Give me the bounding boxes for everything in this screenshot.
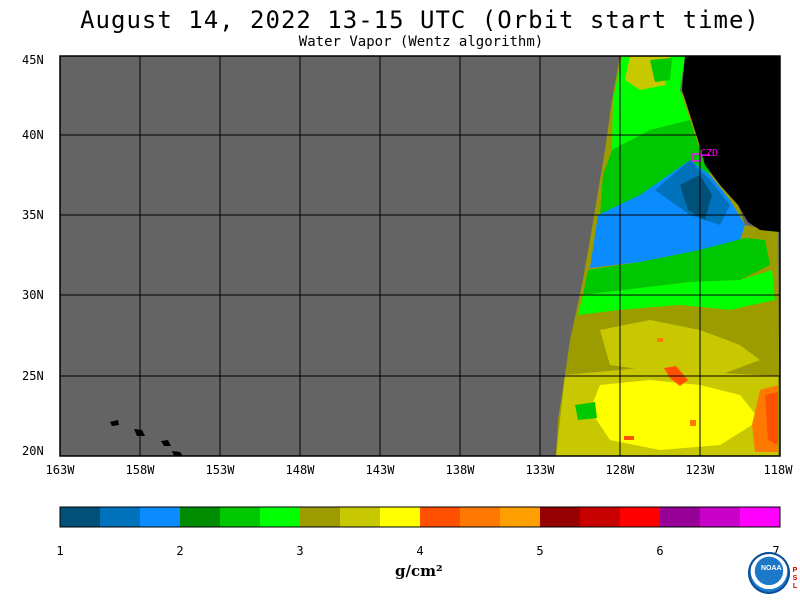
- lon-label: 123W: [686, 463, 716, 477]
- water-vapor-field: [556, 56, 780, 456]
- colorbar-tick-label: 5: [536, 544, 543, 558]
- colorbar-swatch: [100, 507, 141, 527]
- colorbar-unit: g/cm²: [395, 562, 443, 580]
- colorbar-swatch: [620, 507, 661, 527]
- colorbar-swatch: [140, 507, 181, 527]
- colorbar-tick-label: 7: [772, 544, 779, 558]
- lat-label: 40N: [22, 128, 44, 142]
- lat-label: 35N: [22, 208, 44, 222]
- land-area: [682, 56, 780, 232]
- lon-label: 138W: [446, 463, 476, 477]
- lon-label: 133W: [526, 463, 556, 477]
- colorbar-swatch: [300, 507, 341, 527]
- lon-label: 158W: [126, 463, 156, 477]
- colorbar-swatch: [180, 507, 221, 527]
- map-frame: [59, 55, 781, 457]
- lon-label: 128W: [606, 463, 636, 477]
- colorbar-swatch: [340, 507, 381, 527]
- colorbar-tick-label: 6: [656, 544, 663, 558]
- lon-label: 148W: [286, 463, 316, 477]
- colorbar-tick-label: 1: [56, 544, 63, 558]
- colorbar-swatch: [660, 507, 701, 527]
- lon-label: 118W: [764, 463, 794, 477]
- colorbar-swatch: [500, 507, 541, 527]
- psl-logo-text: P S L: [792, 567, 798, 590]
- noaa-logo-text: NOAA: [761, 565, 782, 572]
- colorbar-swatch: [700, 507, 741, 527]
- map-subtitle: Water Vapor (Wentz algorithm): [298, 34, 544, 50]
- colorbar-swatch: [580, 507, 621, 527]
- lat-label: 25N: [22, 369, 44, 383]
- colorbar-swatch: [540, 507, 581, 527]
- colorbar-swatch: [60, 507, 101, 527]
- colorbar-ticks: 1 2 3 4 5 6 7: [56, 544, 779, 558]
- lon-label: 153W: [206, 463, 236, 477]
- map-title: August 14, 2022 13-15 UTC (Orbit start t…: [80, 6, 760, 34]
- colorbar-swatch: [740, 507, 781, 527]
- colorbar-tick-label: 2: [176, 544, 183, 558]
- colorbar-tick-label: 3: [296, 544, 303, 558]
- colorbar-swatch: [260, 507, 301, 527]
- colorbar-frame: [59, 506, 781, 528]
- latitude-labels: 45N 40N 35N 30N 25N 20N: [22, 53, 44, 458]
- lat-label: 20N: [22, 444, 44, 458]
- colorbar-swatches: [60, 507, 781, 527]
- lon-label: 163W: [46, 463, 76, 477]
- lat-label: 45N: [22, 53, 44, 67]
- station-label: CZD: [700, 148, 718, 159]
- lat-label: 30N: [22, 288, 44, 302]
- colorbar-swatch: [380, 507, 421, 527]
- station-marker-czd: CZD: [692, 148, 718, 162]
- gridlines: [60, 56, 780, 456]
- colorbar-swatch: [220, 507, 261, 527]
- noaa-logo: [748, 552, 790, 594]
- lon-label: 143W: [366, 463, 396, 477]
- colorbar-swatch: [460, 507, 501, 527]
- colorbar-swatch: [420, 507, 461, 527]
- colorbar-tick-label: 4: [416, 544, 423, 558]
- longitude-labels: 163W 158W 153W 148W 143W 138W 133W 128W …: [46, 463, 794, 477]
